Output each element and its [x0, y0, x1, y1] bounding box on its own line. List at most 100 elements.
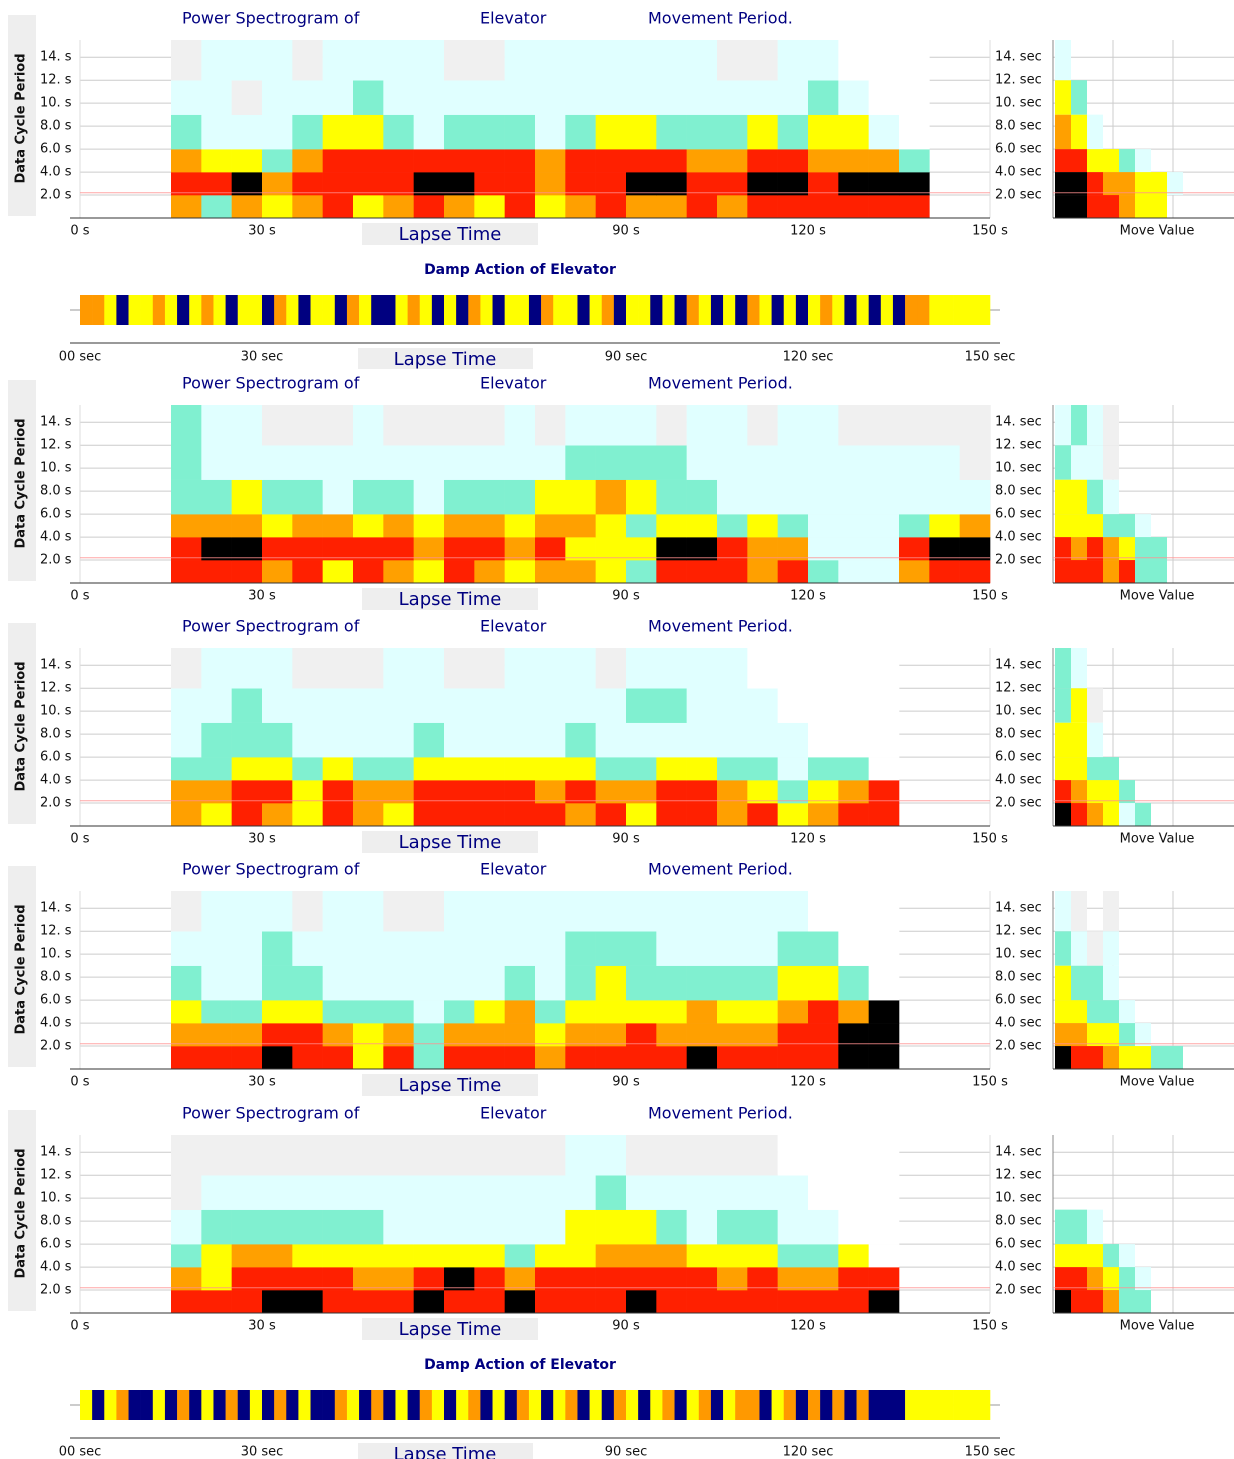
heatmap-cell: [808, 1267, 839, 1291]
x-tick-label: 150 sec: [965, 1445, 1016, 1459]
y-tick-label: 6.0 s: [40, 1237, 72, 1252]
heatmap-cell: [322, 405, 354, 446]
y-tick-label: 2.0 s: [40, 796, 72, 811]
side-y-tick-label: 10. sec: [995, 704, 1042, 719]
heatmap-cell: [565, 931, 596, 966]
stripe: [844, 1390, 857, 1420]
heatmap-cell: [565, 757, 596, 781]
heatmap-cell: [747, 1267, 778, 1291]
stripe: [116, 295, 129, 325]
heatmap-cell: [474, 780, 505, 804]
heatmap-cell: [717, 931, 748, 966]
side-cell: [1135, 195, 1151, 218]
heatmap-cell: [777, 80, 809, 115]
heatmap-cell: [777, 1000, 809, 1024]
heatmap-cell: [747, 1135, 778, 1176]
side-y-tick-label: 14. sec: [995, 1145, 1042, 1160]
heatmap-cell: [171, 648, 202, 689]
x-tick-label: 30 s: [248, 1075, 276, 1090]
side-cell: [1055, 1000, 1071, 1024]
heatmap-cell: [504, 931, 536, 966]
heatmap-cell: [262, 1046, 293, 1070]
side-cell: [1119, 1023, 1135, 1047]
heatmap-cell: [474, 1209, 505, 1245]
heatmap-cell: [171, 40, 202, 81]
stripe: [905, 295, 918, 325]
heatmap-cell: [656, 114, 687, 150]
heatmap-cell: [626, 514, 657, 538]
heatmap-cell: [322, 648, 354, 689]
side-cell: [1055, 114, 1071, 150]
heatmap-cell: [656, 445, 687, 480]
y-tick-label: 14. s: [40, 50, 72, 65]
heatmap-cell: [231, 80, 263, 115]
heatmap-cell: [504, 560, 536, 584]
heatmap-cell: [231, 405, 263, 446]
heatmap-cell: [626, 648, 657, 689]
heatmap-cell: [565, 1023, 596, 1047]
heatmap-cell: [262, 80, 293, 115]
heatmap-cell: [777, 780, 809, 804]
heatmap-cell: [747, 891, 778, 932]
x-label-box: [362, 831, 538, 853]
heatmap-cell: [231, 1023, 263, 1047]
heatmap-cell: [565, 965, 596, 1001]
heatmap-cell: [262, 40, 293, 81]
stripe: [213, 295, 226, 325]
heatmap-cell: [262, 149, 293, 173]
stripe: [274, 1390, 287, 1420]
heatmap-cell: [322, 445, 354, 480]
x-tick-label: 90 sec: [605, 1445, 648, 1459]
side-x-axis-label: Move Value: [1120, 832, 1195, 847]
heatmap-cell: [383, 1000, 414, 1024]
y-tick-label: 8.0 s: [40, 727, 72, 742]
side-cell: [1103, 931, 1119, 966]
chart-title: Power Spectrogram of: [182, 1104, 360, 1123]
heatmap-cell: [656, 965, 687, 1001]
x-tick-label: 90 s: [612, 1319, 640, 1334]
heatmap-cell: [717, 1244, 748, 1268]
heatmap-cell: [535, 1135, 566, 1176]
heatmap-cell: [504, 1209, 536, 1245]
heatmap-cell: [231, 1209, 263, 1245]
stripe: [868, 1390, 882, 1420]
heatmap-cell: [504, 40, 536, 81]
heatmap-cell: [171, 803, 202, 827]
heatmap-cell: [686, 688, 718, 723]
heatmap-cell: [626, 1290, 657, 1314]
x-label-box: [362, 1074, 538, 1096]
y-tick-label: 8.0 s: [40, 970, 72, 985]
heatmap-cell: [383, 891, 414, 932]
x-axis-label: Lapse Time: [399, 1075, 502, 1096]
side-cell: [1135, 172, 1151, 196]
heatmap-cell: [686, 1000, 718, 1024]
x-tick-label: 30 s: [248, 1319, 276, 1334]
heatmap-cell: [686, 1135, 718, 1176]
heatmap-cell: [808, 780, 839, 804]
heatmap-cell: [322, 479, 354, 515]
heatmap-cell: [231, 648, 263, 689]
heatmap-cell: [504, 1175, 536, 1210]
heatmap-cell: [383, 780, 414, 804]
heatmap-cell: [504, 1290, 536, 1314]
heatmap-cell: [777, 722, 809, 758]
stripe: [662, 1390, 675, 1420]
side-y-tick-label: 2.0 sec: [995, 188, 1042, 203]
side-y-tick-label: 2.0 sec: [995, 1039, 1042, 1054]
heatmap-cell: [838, 1000, 869, 1024]
heatmap-cell: [717, 1135, 748, 1176]
heatmap-cell: [717, 965, 748, 1001]
heatmap-cell: [444, 149, 475, 173]
heatmap-cell: [383, 722, 414, 758]
side-cell: [1103, 1000, 1119, 1024]
stripe: [808, 1390, 821, 1420]
heatmap-cell: [565, 149, 596, 173]
heatmap-cell: [747, 172, 778, 196]
heatmap-cell: [201, 780, 232, 804]
heatmap-cell: [171, 1209, 202, 1245]
heatmap-cell: [777, 891, 809, 932]
heatmap-cell: [535, 1000, 566, 1024]
y-tick-label: 10. s: [40, 96, 72, 111]
heatmap-cell: [444, 1209, 475, 1245]
side-cell: [1055, 722, 1071, 758]
